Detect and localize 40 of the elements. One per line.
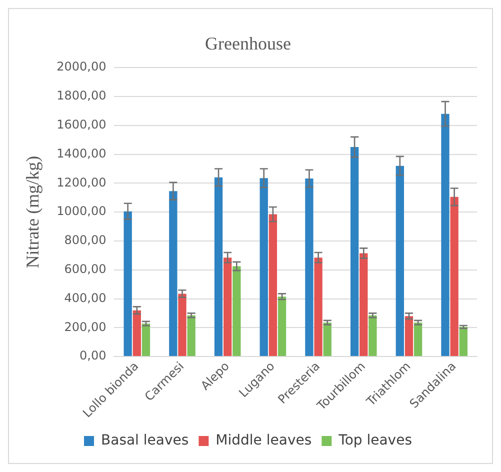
bar bbox=[350, 147, 359, 356]
y-tick-label: 1600,00 bbox=[56, 118, 106, 132]
y-tick-label: 1800,00 bbox=[56, 88, 106, 103]
bar bbox=[396, 166, 404, 356]
y-tick-label: 1200,00 bbox=[56, 175, 106, 190]
bar bbox=[260, 178, 268, 356]
chart-title: Greenhouse bbox=[205, 34, 291, 54]
bar bbox=[142, 324, 150, 356]
bar bbox=[232, 266, 241, 356]
bar bbox=[278, 296, 286, 356]
legend-label: Middle leaves bbox=[216, 432, 312, 449]
y-axis-title: Nitrate (mg/kg) bbox=[22, 156, 43, 268]
bar bbox=[414, 322, 422, 356]
bar bbox=[214, 177, 223, 356]
bar bbox=[459, 326, 468, 356]
bar bbox=[178, 294, 186, 356]
y-tick-label: 0,00 bbox=[80, 348, 106, 363]
legend-label: Top leaves bbox=[338, 432, 412, 449]
bar bbox=[169, 191, 178, 356]
y-tick-label: 2000,00 bbox=[56, 60, 106, 74]
bar bbox=[323, 322, 332, 356]
bar bbox=[124, 211, 132, 356]
bar bbox=[187, 315, 196, 356]
y-tick-label: 200,00 bbox=[64, 320, 106, 334]
bar bbox=[314, 258, 322, 356]
bar bbox=[441, 114, 450, 356]
y-tick-label: 600,00 bbox=[64, 262, 106, 276]
bar bbox=[305, 178, 314, 356]
bar bbox=[360, 253, 368, 356]
y-tick-label: 1000,00 bbox=[56, 204, 106, 218]
y-tick-label: 1400,00 bbox=[56, 146, 106, 160]
bar bbox=[450, 196, 458, 356]
bar bbox=[404, 316, 414, 356]
y-tick-label: 800,00 bbox=[64, 233, 106, 248]
bar bbox=[368, 315, 377, 356]
legend-label: Basal leaves bbox=[101, 432, 189, 449]
bar bbox=[268, 214, 278, 356]
bar bbox=[132, 310, 141, 356]
y-tick-label: 400,00 bbox=[64, 290, 106, 305]
bar bbox=[224, 258, 232, 356]
